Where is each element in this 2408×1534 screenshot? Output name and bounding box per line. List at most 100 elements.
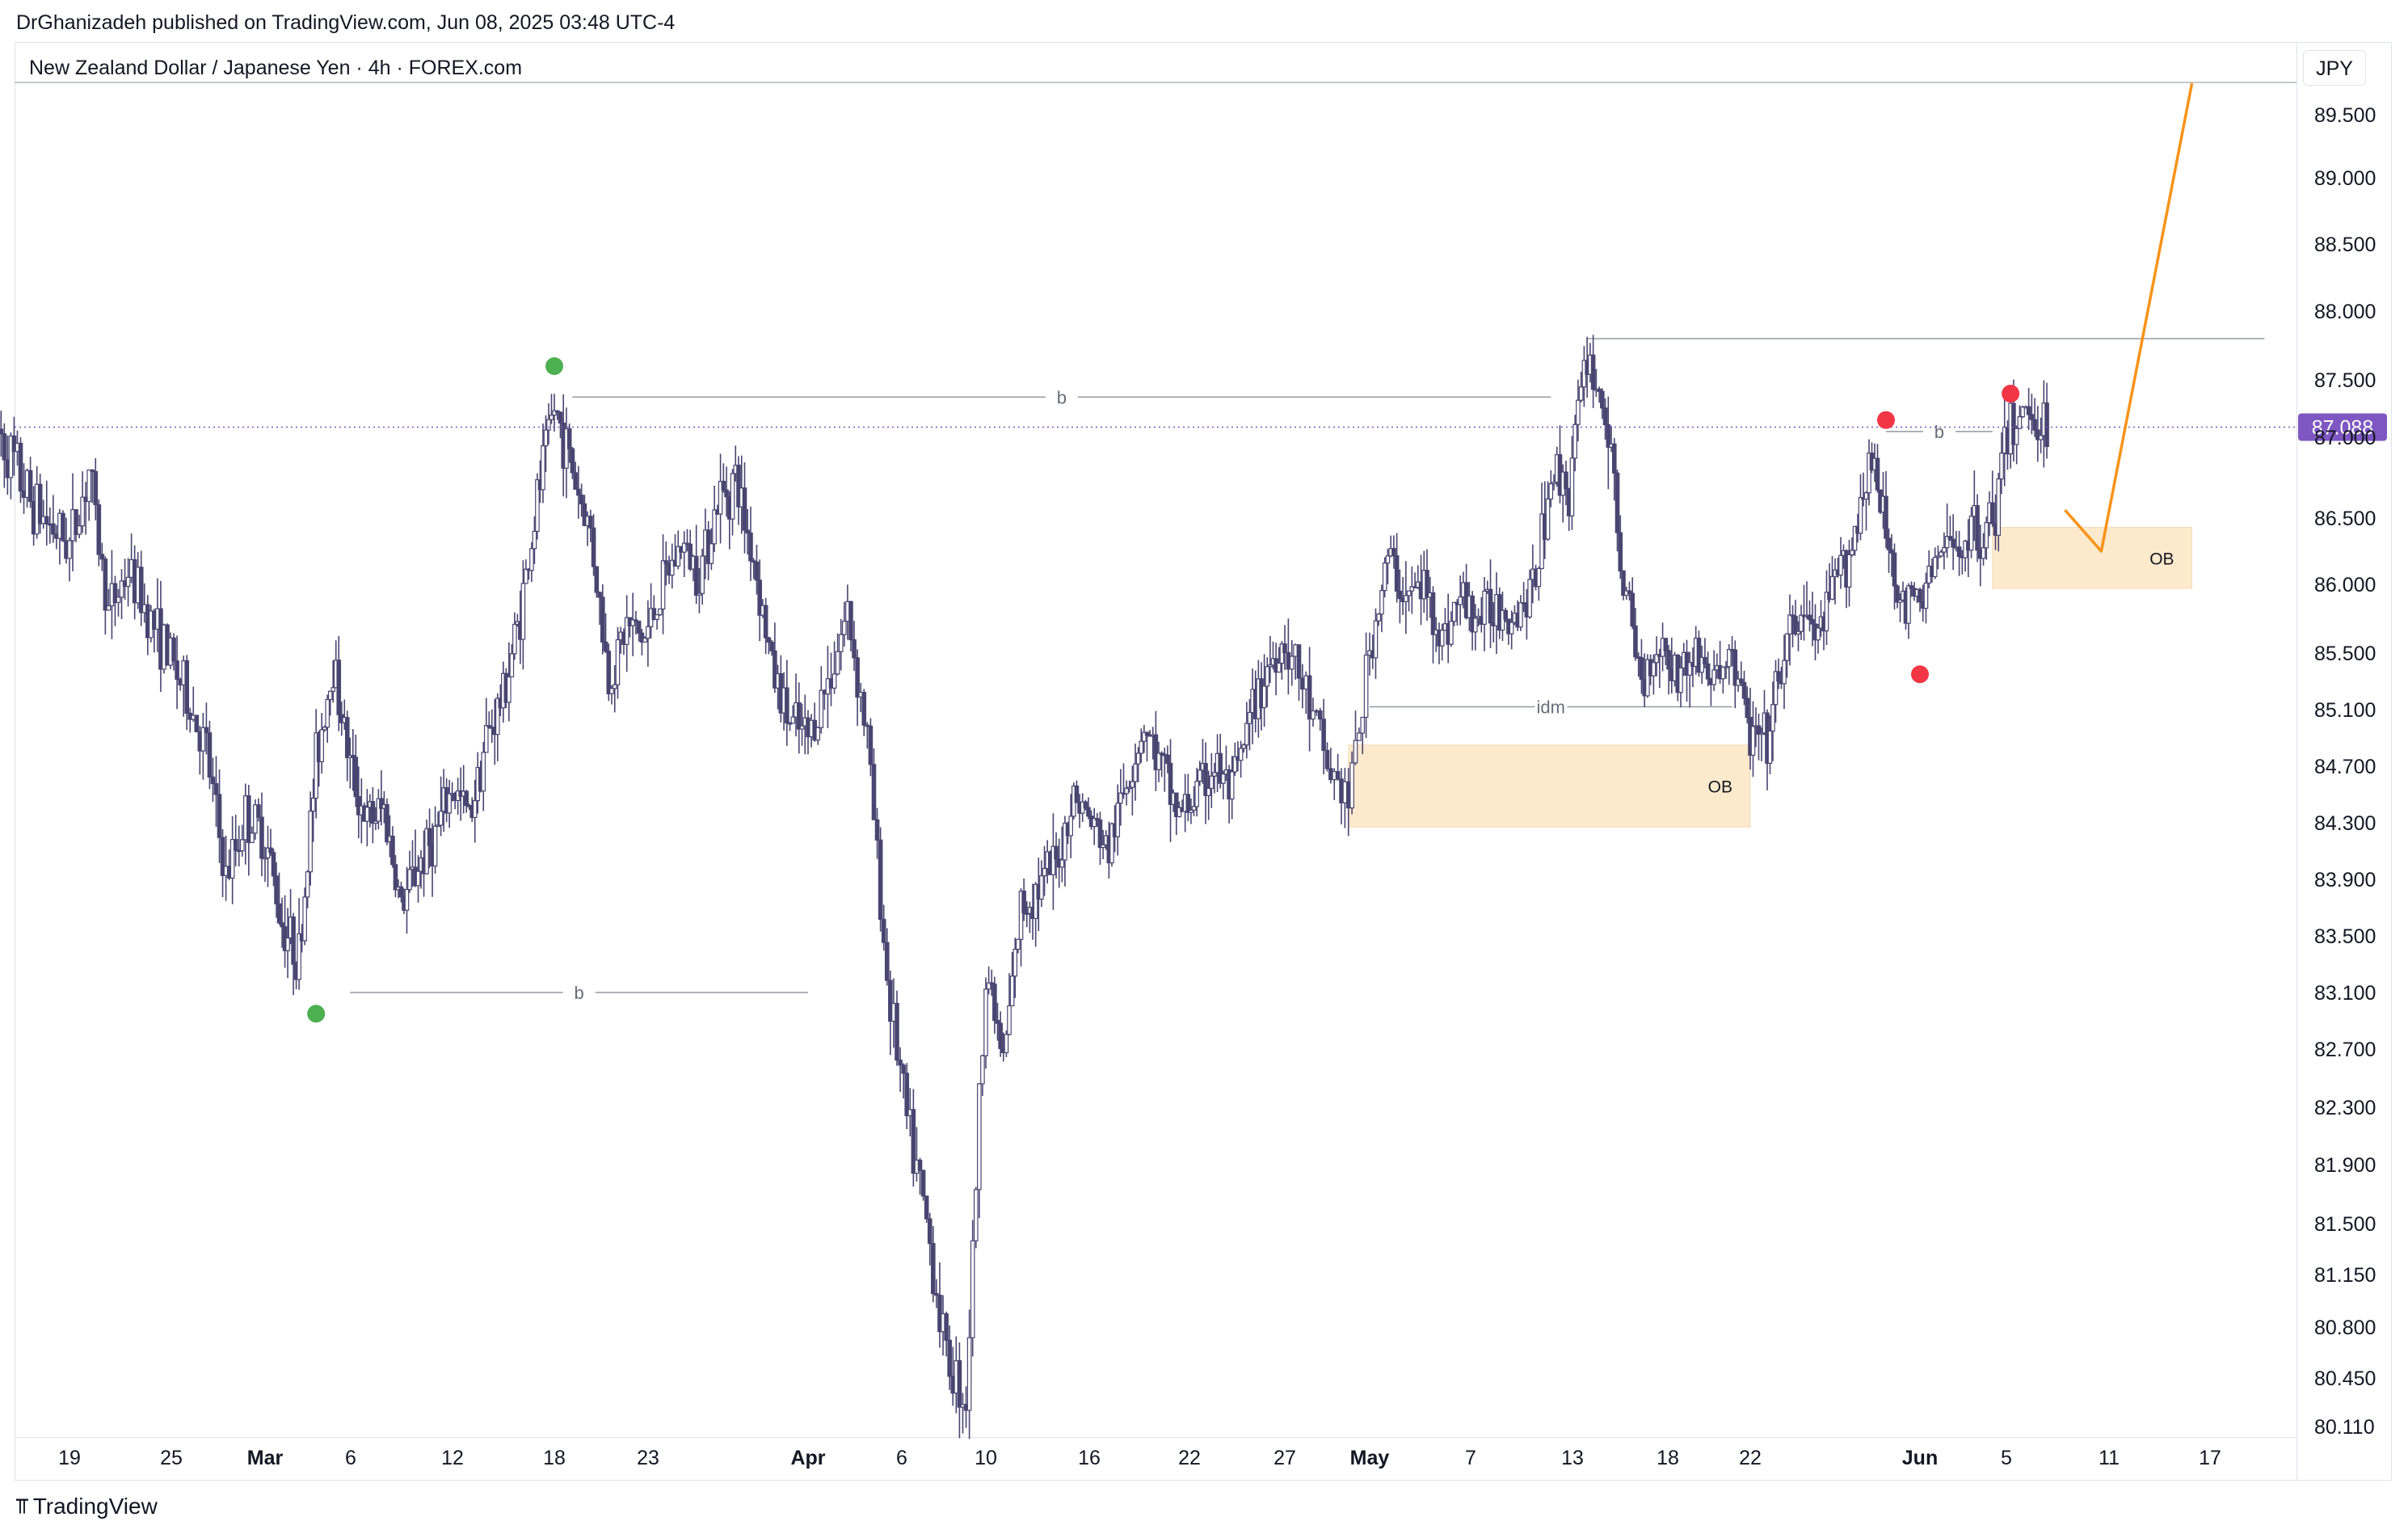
candle-body (1892, 552, 1897, 587)
candle-body (769, 641, 774, 651)
y-tick-label: 81.150 (2314, 1264, 2376, 1287)
candle-body (603, 641, 608, 652)
candle-body (742, 487, 747, 531)
candle-body (1942, 546, 1947, 553)
candle-body (576, 488, 581, 496)
y-tick-label: 88.000 (2314, 301, 2376, 323)
y-tick-label: 86.000 (2314, 574, 2376, 596)
currency-button[interactable]: JPY (2303, 50, 2366, 86)
candle-body (1074, 785, 1080, 803)
candle-body (693, 555, 699, 596)
candle-body (336, 660, 342, 715)
candle-body (1618, 532, 1623, 572)
candle-body (1221, 773, 1226, 784)
candle-body (1724, 666, 1728, 668)
candle-body (1021, 890, 1026, 914)
candle-body (754, 561, 760, 581)
candle-body (376, 798, 381, 822)
candle-body (1212, 772, 1217, 777)
candle-body (799, 725, 805, 730)
green-pivot-marker (307, 1005, 326, 1023)
candle-body (855, 657, 860, 698)
candle-body (291, 916, 296, 965)
candle-body (1332, 771, 1337, 781)
candle-body (785, 687, 789, 724)
candle-body (1345, 781, 1351, 809)
candle-body (546, 419, 551, 431)
candle-body (995, 1019, 1000, 1024)
candle-body (763, 605, 768, 638)
candle-body (532, 530, 537, 550)
candle-body (322, 727, 327, 731)
candle-body (1054, 845, 1059, 860)
candle-body (1209, 775, 1215, 790)
x-tick-label: May (1350, 1447, 1390, 1469)
candle-body (591, 527, 596, 567)
candle-body (364, 807, 370, 822)
candle-body (594, 566, 600, 593)
candle-body (1996, 478, 2002, 536)
candle-body (436, 824, 440, 828)
candle-body (86, 469, 92, 503)
candle-body (871, 764, 877, 820)
footer-branding[interactable]: ⫪ TradingView (16, 1494, 158, 1519)
tradingview-logo-icon: ⫪ (16, 1494, 28, 1518)
candle-body (319, 729, 324, 763)
candle-body (229, 839, 235, 879)
candle-body (415, 870, 421, 887)
brand-name: TradingView (32, 1494, 158, 1519)
candle-body (1858, 497, 1863, 534)
candle-body (1314, 710, 1320, 713)
candle-body (609, 688, 614, 694)
candle-body (947, 1339, 952, 1377)
candle-body (1194, 780, 1199, 807)
candle-body (1621, 570, 1626, 596)
candle-body (302, 896, 307, 942)
candle-body (1678, 667, 1683, 693)
candle-body (980, 1055, 985, 1085)
candle-body (630, 619, 635, 626)
candle-body (1404, 595, 1408, 602)
candle-body (1335, 771, 1341, 780)
candle-body (1897, 599, 1903, 603)
candle-body (1473, 617, 1478, 633)
candle-body (819, 689, 824, 728)
order-block-label: OB (2149, 550, 2174, 568)
candle-body (541, 445, 545, 491)
candle-body (310, 797, 316, 812)
symbol-title[interactable]: New Zealand Dollar / Japanese Yen · 4h ·… (29, 57, 523, 79)
candle-body (1092, 818, 1097, 828)
candle-body (1244, 723, 1249, 746)
candle-body (1488, 588, 1493, 624)
candle-body (573, 472, 578, 490)
candle-body (1944, 536, 1950, 549)
candle-body (1142, 731, 1147, 742)
candle-body (285, 937, 290, 951)
candle-body (390, 836, 395, 866)
candle-body (838, 634, 844, 652)
candle-body (1185, 794, 1191, 813)
green-pivot-marker (545, 357, 563, 375)
candle-body (970, 1240, 975, 1338)
candle-body (920, 1169, 926, 1197)
candle-body (721, 480, 726, 491)
candle-body (1373, 620, 1379, 659)
candle-body (751, 560, 756, 563)
candle-body (1086, 807, 1091, 817)
candle-body (2038, 435, 2044, 440)
candle-body (1666, 650, 1671, 670)
candle-body (96, 504, 102, 555)
candle-body (1956, 546, 1962, 558)
candle-body (1439, 630, 1445, 647)
candle-body (200, 727, 206, 752)
candle-body (1068, 815, 1073, 837)
candle-body (676, 546, 681, 567)
y-tick-label: 86.500 (2314, 508, 2376, 530)
candle-body (1767, 730, 1773, 764)
candle-body (1342, 781, 1348, 803)
candle-body (1741, 681, 1747, 699)
candle-body (1173, 792, 1179, 817)
candle-body (250, 832, 255, 844)
candle-body (1156, 752, 1161, 770)
